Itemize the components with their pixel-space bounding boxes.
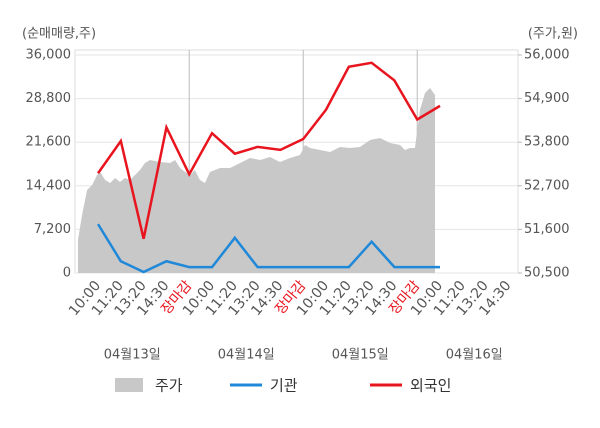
legend-label: 주가	[155, 377, 183, 395]
y2-tick-label: 52,700	[524, 178, 570, 193]
y-tick-label: 21,600	[26, 135, 72, 150]
y-tick-label: 0	[63, 266, 71, 281]
date-label: 04월13일	[104, 348, 161, 363]
y2-tick-label: 54,900	[524, 91, 570, 106]
y-tick-label: 36,000	[26, 48, 72, 63]
series-line	[96, 223, 441, 274]
y-tick-label: 28,800	[26, 91, 72, 106]
y-axis-title: (순매매량,주)	[22, 27, 96, 42]
series-line	[97, 61, 441, 240]
y2-axis-title: (주가,원)	[528, 27, 578, 42]
legend-label: 외국인	[410, 377, 451, 395]
y2-tick-label: 50,500	[524, 266, 570, 281]
y2-tick-label: 51,600	[524, 222, 570, 237]
y2-tick-label: 53,800	[524, 135, 570, 150]
price-area	[77, 87, 436, 274]
legend-swatch	[115, 378, 143, 392]
legend-label: 기관	[270, 377, 298, 395]
y-tick-label: 14,400	[26, 178, 72, 193]
date-label: 04월14일	[218, 348, 275, 363]
date-label: 04월15일	[332, 348, 389, 363]
y-tick-label: 7,200	[34, 222, 71, 237]
date-label: 04월16일	[446, 348, 503, 363]
y2-tick-label: 56,000	[524, 48, 570, 63]
